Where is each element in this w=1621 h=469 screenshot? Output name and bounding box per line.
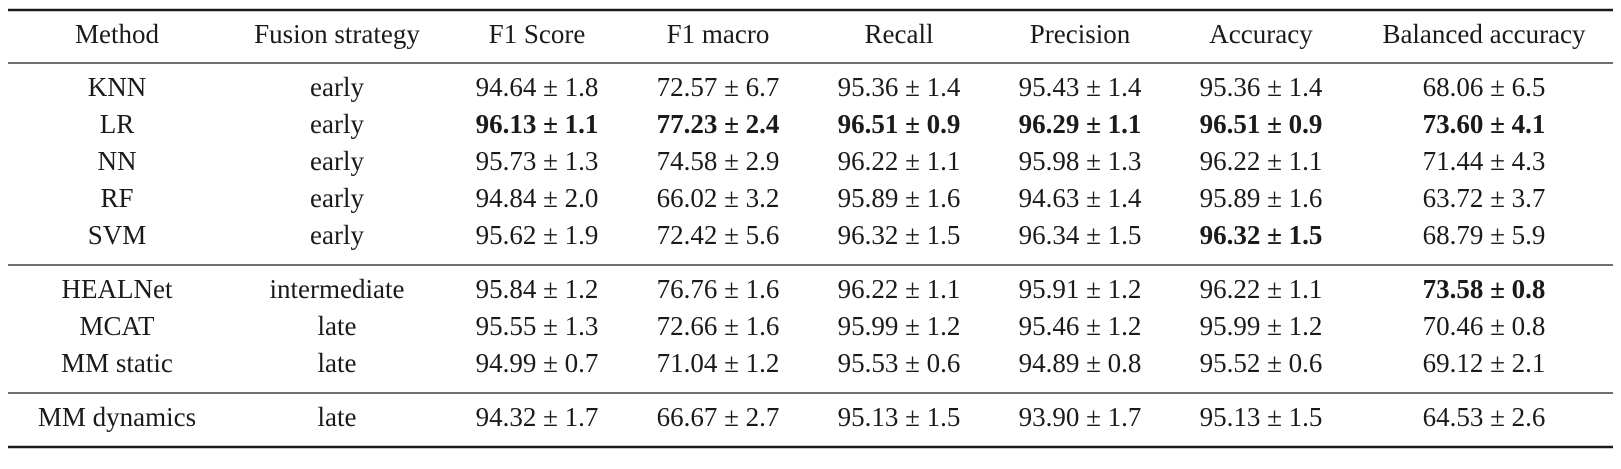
table-cell: 95.98 ± 1.3 [1019, 146, 1142, 176]
method-cell: MM static [61, 348, 173, 378]
table-cell: 66.02 ± 3.2 [657, 183, 780, 213]
table-cell: 95.13 ± 1.5 [838, 402, 961, 432]
table-cell: 96.22 ± 1.1 [838, 146, 961, 176]
table-cell: early [310, 220, 364, 250]
table-cell: 72.42 ± 5.6 [657, 220, 780, 250]
table-cell: early [310, 183, 364, 213]
method-cell: LR [100, 109, 135, 139]
table-cell: early [310, 146, 364, 176]
column-header: Precision [1030, 19, 1131, 49]
table-cell: 95.43 ± 1.4 [1019, 72, 1142, 102]
table-cell: 94.84 ± 2.0 [476, 183, 599, 213]
table-cell: early [310, 109, 364, 139]
table-cell: 72.57 ± 6.7 [657, 72, 780, 102]
table-cell: 94.99 ± 0.7 [476, 348, 599, 378]
table-cell: 96.29 ± 1.1 [1019, 109, 1142, 139]
table-cell: 95.46 ± 1.2 [1019, 311, 1142, 341]
table-cell: 74.58 ± 2.9 [657, 146, 780, 176]
table-cell: 96.34 ± 1.5 [1019, 220, 1142, 250]
table-cell: 96.22 ± 1.1 [1200, 274, 1323, 304]
table-cell: 95.89 ± 1.6 [1200, 183, 1323, 213]
table-cell: 70.46 ± 0.8 [1423, 311, 1546, 341]
table-cell: intermediate [270, 274, 405, 304]
method-cell: RF [100, 183, 133, 213]
table-cell: 68.79 ± 5.9 [1423, 220, 1546, 250]
table-cell: 95.73 ± 1.3 [476, 146, 599, 176]
table-cell: 94.32 ± 1.7 [476, 402, 599, 432]
table-cell: 96.32 ± 1.5 [838, 220, 961, 250]
table-cell: 69.12 ± 2.1 [1423, 348, 1546, 378]
table-cell: 95.53 ± 0.6 [838, 348, 961, 378]
table-cell: 77.23 ± 2.4 [657, 109, 780, 139]
table-cell: 96.22 ± 1.1 [838, 274, 961, 304]
table-cell: 96.13 ± 1.1 [476, 109, 599, 139]
method-cell: MCAT [79, 311, 155, 341]
table-cell: 63.72 ± 3.7 [1423, 183, 1546, 213]
table-cell: 94.89 ± 0.8 [1019, 348, 1142, 378]
table-cell: 76.76 ± 1.6 [657, 274, 780, 304]
method-cell: HEALNet [62, 274, 173, 304]
method-cell: SVM [88, 220, 147, 250]
table-cell: 95.13 ± 1.5 [1200, 402, 1323, 432]
table-cell: late [318, 402, 357, 432]
table-cell: 95.62 ± 1.9 [476, 220, 599, 250]
table-cell: 95.52 ± 0.6 [1200, 348, 1323, 378]
column-header: F1 macro [667, 19, 770, 49]
table-cell: 72.66 ± 1.6 [657, 311, 780, 341]
method-cell: NN [98, 146, 137, 176]
table-cell: 71.04 ± 1.2 [657, 348, 780, 378]
column-header: F1 Score [489, 19, 586, 49]
table-cell: 96.51 ± 0.9 [1200, 109, 1323, 139]
table-cell: 95.89 ± 1.6 [838, 183, 961, 213]
column-header: Method [75, 19, 159, 49]
method-cell: KNN [88, 72, 147, 102]
column-header: Balanced accuracy [1382, 19, 1586, 49]
table-cell: 96.51 ± 0.9 [838, 109, 961, 139]
table-cell: 94.64 ± 1.8 [476, 72, 599, 102]
table-cell: 95.84 ± 1.2 [476, 274, 599, 304]
table-cell: 95.99 ± 1.2 [1200, 311, 1323, 341]
table-cell: 93.90 ± 1.7 [1019, 402, 1142, 432]
table-cell: 94.63 ± 1.4 [1019, 183, 1142, 213]
table-cell: late [318, 348, 357, 378]
table-cell: 95.91 ± 1.2 [1019, 274, 1142, 304]
table-cell: 73.60 ± 4.1 [1423, 109, 1546, 139]
column-header: Accuracy [1209, 19, 1313, 49]
table-cell: late [318, 311, 357, 341]
table-cell: 73.58 ± 0.8 [1423, 274, 1546, 304]
table-cell: 96.22 ± 1.1 [1200, 146, 1323, 176]
table-cell: 66.67 ± 2.7 [657, 402, 780, 432]
table-cell: 95.99 ± 1.2 [838, 311, 961, 341]
column-header: Recall [865, 19, 934, 49]
table-cell: early [310, 72, 364, 102]
method-cell: MM dynamics [38, 402, 196, 432]
table-cell: 64.53 ± 2.6 [1423, 402, 1546, 432]
table-cell: 95.55 ± 1.3 [476, 311, 599, 341]
table-cell: 68.06 ± 6.5 [1423, 72, 1546, 102]
column-header: Fusion strategy [254, 19, 420, 49]
table-cell: 96.32 ± 1.5 [1200, 220, 1323, 250]
table-cell: 95.36 ± 1.4 [838, 72, 961, 102]
table-cell: 71.44 ± 4.3 [1423, 146, 1546, 176]
table-cell: 95.36 ± 1.4 [1200, 72, 1323, 102]
